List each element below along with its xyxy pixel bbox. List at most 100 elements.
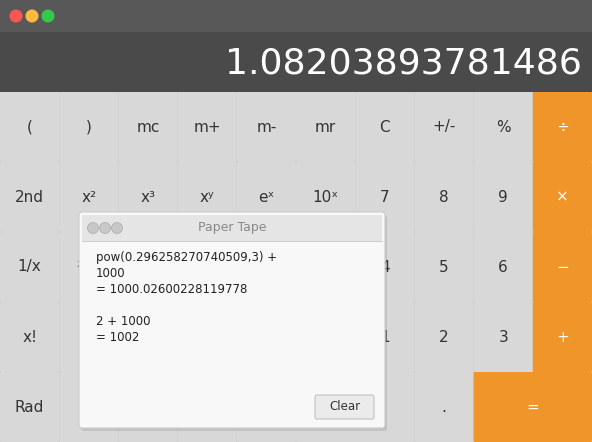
- Text: ²√x: ²√x: [76, 259, 101, 274]
- Circle shape: [41, 9, 54, 23]
- FancyBboxPatch shape: [0, 92, 59, 162]
- FancyBboxPatch shape: [355, 92, 414, 162]
- Text: 10ˣ: 10ˣ: [313, 190, 339, 205]
- FancyBboxPatch shape: [178, 162, 237, 232]
- Text: u: u: [202, 329, 212, 344]
- Text: eˣ: eˣ: [258, 190, 275, 205]
- Text: mr: mr: [315, 119, 336, 134]
- FancyBboxPatch shape: [178, 92, 237, 162]
- Text: 1: 1: [380, 329, 390, 344]
- FancyBboxPatch shape: [178, 372, 237, 442]
- Circle shape: [9, 9, 22, 23]
- Text: 1000: 1000: [96, 267, 126, 280]
- Circle shape: [88, 222, 98, 233]
- Text: s: s: [85, 329, 93, 344]
- FancyBboxPatch shape: [533, 302, 592, 372]
- Text: xʸ: xʸ: [200, 190, 214, 205]
- FancyBboxPatch shape: [237, 302, 296, 372]
- Text: Paper Tape: Paper Tape: [198, 221, 266, 235]
- FancyBboxPatch shape: [296, 372, 414, 442]
- FancyBboxPatch shape: [81, 215, 387, 431]
- FancyBboxPatch shape: [533, 232, 592, 302]
- Text: x²: x²: [81, 190, 96, 205]
- FancyBboxPatch shape: [59, 162, 118, 232]
- Text: log₁₀: log₁₀: [308, 259, 343, 274]
- FancyBboxPatch shape: [59, 372, 118, 442]
- Text: ÷: ÷: [556, 119, 569, 134]
- Text: = 1000.02600228119778: = 1000.02600228119778: [96, 283, 247, 296]
- Text: 0: 0: [350, 400, 360, 415]
- Text: t: t: [145, 329, 151, 344]
- FancyBboxPatch shape: [59, 302, 118, 372]
- FancyBboxPatch shape: [474, 92, 533, 162]
- FancyBboxPatch shape: [355, 232, 414, 302]
- Text: +/-: +/-: [432, 119, 456, 134]
- Text: 9: 9: [498, 190, 508, 205]
- Text: +: +: [556, 329, 569, 344]
- Text: .: .: [442, 400, 446, 415]
- FancyBboxPatch shape: [118, 372, 178, 442]
- Text: v: v: [321, 329, 330, 344]
- FancyBboxPatch shape: [315, 395, 374, 419]
- Text: ): ): [86, 119, 92, 134]
- FancyBboxPatch shape: [355, 302, 414, 372]
- Text: Rad: Rad: [15, 400, 44, 415]
- Text: 1.08203893781486: 1.08203893781486: [225, 47, 582, 81]
- Text: pow(0.296258270740509,3) +: pow(0.296258270740509,3) +: [96, 251, 277, 264]
- FancyBboxPatch shape: [0, 92, 592, 442]
- FancyBboxPatch shape: [79, 212, 385, 428]
- FancyBboxPatch shape: [0, 0, 592, 32]
- FancyBboxPatch shape: [0, 32, 592, 92]
- FancyBboxPatch shape: [414, 162, 474, 232]
- FancyBboxPatch shape: [237, 372, 296, 442]
- Text: x³: x³: [140, 190, 156, 205]
- FancyBboxPatch shape: [178, 232, 237, 302]
- FancyBboxPatch shape: [296, 232, 355, 302]
- Text: (: (: [27, 119, 33, 134]
- FancyBboxPatch shape: [533, 162, 592, 232]
- FancyBboxPatch shape: [355, 162, 414, 232]
- FancyBboxPatch shape: [118, 162, 178, 232]
- Text: ln: ln: [259, 259, 274, 274]
- Text: mc: mc: [136, 119, 160, 134]
- Text: x!: x!: [22, 329, 37, 344]
- FancyBboxPatch shape: [414, 302, 474, 372]
- FancyBboxPatch shape: [237, 232, 296, 302]
- Circle shape: [111, 222, 123, 233]
- Text: 5: 5: [439, 259, 449, 274]
- FancyBboxPatch shape: [296, 302, 355, 372]
- Text: 6: 6: [498, 259, 508, 274]
- FancyBboxPatch shape: [474, 162, 533, 232]
- FancyBboxPatch shape: [474, 232, 533, 302]
- Text: 2: 2: [439, 329, 449, 344]
- Text: s: s: [85, 400, 93, 415]
- FancyBboxPatch shape: [0, 162, 59, 232]
- Text: 1/x: 1/x: [18, 259, 41, 274]
- FancyBboxPatch shape: [0, 302, 59, 372]
- Text: land: land: [250, 400, 283, 415]
- Text: ˣ√y: ˣ√y: [194, 259, 220, 274]
- Text: Clear: Clear: [329, 400, 360, 414]
- FancyBboxPatch shape: [533, 92, 592, 162]
- Text: EE: EE: [257, 329, 276, 344]
- Text: ³√x: ³√x: [136, 259, 160, 274]
- FancyBboxPatch shape: [237, 162, 296, 232]
- Circle shape: [25, 9, 38, 23]
- Text: ×: ×: [556, 190, 569, 205]
- FancyBboxPatch shape: [118, 92, 178, 162]
- Text: = 1002: = 1002: [96, 331, 139, 344]
- FancyBboxPatch shape: [237, 92, 296, 162]
- Text: 4: 4: [380, 259, 390, 274]
- FancyBboxPatch shape: [118, 302, 178, 372]
- FancyBboxPatch shape: [296, 162, 355, 232]
- FancyBboxPatch shape: [59, 232, 118, 302]
- Text: =: =: [526, 400, 539, 415]
- Text: 8: 8: [439, 190, 449, 205]
- FancyBboxPatch shape: [82, 215, 382, 241]
- Text: %: %: [496, 119, 510, 134]
- Circle shape: [99, 222, 111, 233]
- FancyBboxPatch shape: [474, 302, 533, 372]
- Text: m-: m-: [256, 119, 276, 134]
- FancyBboxPatch shape: [59, 92, 118, 162]
- FancyBboxPatch shape: [296, 92, 355, 162]
